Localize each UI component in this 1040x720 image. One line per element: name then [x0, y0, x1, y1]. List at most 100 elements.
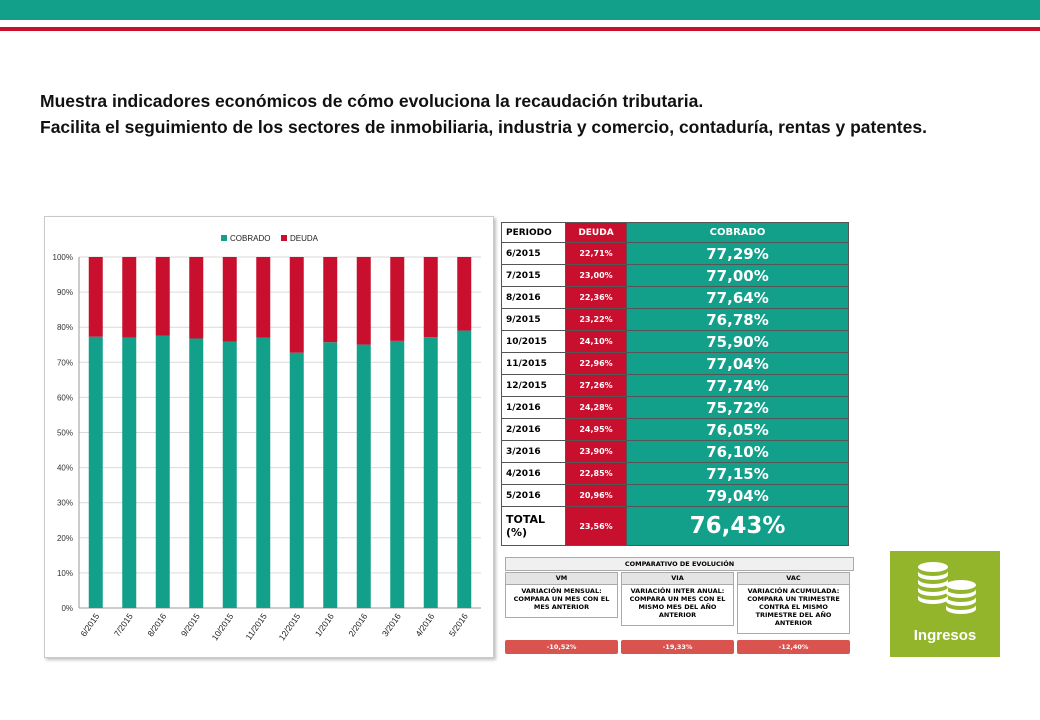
cell-cobrado: 76,78%: [626, 308, 849, 331]
cell-cobrado: 76,10%: [626, 440, 849, 463]
cell-periodo: 4/2016: [501, 462, 566, 485]
table-row: 2/2016 24,95% 76,05%: [501, 418, 849, 441]
table-row: 8/2016 22,36% 77,64%: [501, 286, 849, 309]
comparativo-panel: COMPARATIVO DE EVOLUCIÓN VM VARIACIÓN ME…: [505, 557, 854, 658]
vm-description: VARIACIÓN MENSUAL: COMPARA UN MES CON EL…: [505, 585, 618, 618]
cell-periodo: TOTAL (%): [501, 506, 566, 546]
table-row: 6/2015 22,71% 77,29%: [501, 242, 849, 265]
via-description: VARIACIÓN INTER ANUAL: COMPARA UN MES CO…: [621, 585, 734, 626]
via-value: -19,33%: [621, 640, 734, 654]
table-row: 4/2016 22,85% 77,15%: [501, 462, 849, 485]
cell-periodo: 2/2016: [501, 418, 566, 441]
stacked-bar-chart: 0% 10% 20% 30% 40% 50% 60% 70% 80% 90% 100% COBRADO…: [44, 216, 494, 658]
x-tick-label: 5/2016: [447, 611, 470, 638]
table-row: 10/2015 24,10% 75,90%: [501, 330, 849, 353]
table-row: 1/2016 24,28% 75,72%: [501, 396, 849, 419]
ingresos-tile: Ingresos: [890, 551, 1000, 657]
x-tick-label: 10/2015: [210, 611, 236, 642]
cell-cobrado: 76,05%: [626, 418, 849, 441]
table-row: 7/2015 23,00% 77,00%: [501, 264, 849, 287]
bar-deuda: [423, 257, 438, 338]
cell-periodo: 7/2015: [501, 264, 566, 287]
intro-line-1: Muestra indicadores económicos de cómo e…: [40, 91, 704, 111]
bar-cobrado: [323, 342, 338, 608]
cell-deuda: 24,10%: [565, 330, 627, 353]
cell-periodo: 12/2015: [501, 374, 566, 397]
legend-swatch: [221, 235, 227, 241]
bar-deuda: [289, 257, 304, 353]
vm-value: -10,52%: [505, 640, 618, 654]
cell-cobrado: 77,64%: [626, 286, 849, 309]
intro-line-2: Facilita el seguimiento de los sectores …: [40, 117, 927, 137]
y-tick-label: 20%: [57, 534, 73, 543]
legend-swatch: [281, 235, 287, 241]
cell-cobrado: 76,43%: [626, 506, 849, 546]
cell-cobrado: 77,04%: [626, 352, 849, 375]
x-tick-label: 6/2015: [78, 611, 101, 638]
coins-icon: [918, 562, 976, 614]
intro-text: Muestra indicadores económicos de cómo e…: [40, 88, 1000, 140]
cell-periodo: 1/2016: [501, 396, 566, 419]
table-row: 3/2016 23,90% 76,10%: [501, 440, 849, 463]
cell-deuda: 22,96%: [565, 352, 627, 375]
cell-cobrado: 75,90%: [626, 330, 849, 353]
table-row: 9/2015 23,22% 76,78%: [501, 308, 849, 331]
comparativo-col-vm: VM VARIACIÓN MENSUAL: COMPARA UN MES CON…: [505, 572, 618, 654]
bar-deuda: [457, 257, 472, 331]
vac-value: -12,40%: [737, 640, 850, 654]
header-cobrado: COBRADO: [626, 222, 849, 243]
bar-deuda: [390, 257, 405, 341]
cell-deuda: 22,36%: [565, 286, 627, 309]
bar-deuda: [155, 257, 170, 336]
x-tick-label: 12/2015: [277, 611, 303, 642]
cell-cobrado: 77,74%: [626, 374, 849, 397]
x-tick-label: 1/2016: [313, 611, 336, 638]
vac-header: VAC: [737, 572, 850, 585]
cell-deuda: 23,00%: [565, 264, 627, 287]
cell-periodo: 10/2015: [501, 330, 566, 353]
cell-periodo: 3/2016: [501, 440, 566, 463]
y-tick-label: 70%: [57, 358, 73, 367]
cell-periodo: 11/2015: [501, 352, 566, 375]
cell-cobrado: 79,04%: [626, 484, 849, 507]
x-tick-label: 2/2016: [346, 611, 369, 638]
top-red-line: [0, 27, 1040, 31]
bar-cobrado: [155, 335, 170, 608]
cell-deuda: 20,96%: [565, 484, 627, 507]
bar-cobrado: [356, 344, 371, 608]
cell-deuda: 24,28%: [565, 396, 627, 419]
cell-periodo: 8/2016: [501, 286, 566, 309]
header-deuda: DEUDA: [565, 222, 627, 243]
cell-periodo: 5/2016: [501, 484, 566, 507]
cell-cobrado: 77,15%: [626, 462, 849, 485]
y-tick-label: 0%: [61, 604, 73, 613]
y-tick-label: 80%: [57, 323, 73, 332]
cell-periodo: 9/2015: [501, 308, 566, 331]
vm-header: VM: [505, 572, 618, 585]
y-tick-label: 40%: [57, 464, 73, 473]
via-header: VIA: [621, 572, 734, 585]
x-tick-label: 8/2016: [145, 611, 168, 638]
comparativo-col-via: VIA VARIACIÓN INTER ANUAL: COMPARA UN ME…: [621, 572, 734, 654]
cell-deuda: 22,85%: [565, 462, 627, 485]
cell-deuda: 24,95%: [565, 418, 627, 441]
bar-deuda: [323, 257, 338, 343]
bar-cobrado: [88, 336, 103, 608]
bar-deuda: [222, 257, 237, 342]
ingresos-label: Ingresos: [913, 627, 977, 644]
bar-deuda: [256, 257, 271, 338]
cell-deuda: 27,26%: [565, 374, 627, 397]
legend-label: DEUDA: [290, 234, 319, 243]
cell-cobrado: 75,72%: [626, 396, 849, 419]
cell-cobrado: 77,29%: [626, 242, 849, 265]
table-total-row: TOTAL (%) 23,56% 76,43%: [501, 506, 849, 546]
y-tick-label: 90%: [57, 288, 73, 297]
x-tick-label: 9/2015: [179, 611, 202, 638]
x-tick-label: 4/2016: [413, 611, 436, 638]
y-tick-label: 60%: [57, 393, 73, 402]
comparativo-title: COMPARATIVO DE EVOLUCIÓN: [505, 557, 854, 571]
bar-deuda: [122, 257, 137, 338]
header-periodo: PERIODO: [501, 222, 566, 243]
cell-deuda: 23,56%: [565, 506, 627, 546]
x-tick-label: 3/2016: [380, 611, 403, 638]
